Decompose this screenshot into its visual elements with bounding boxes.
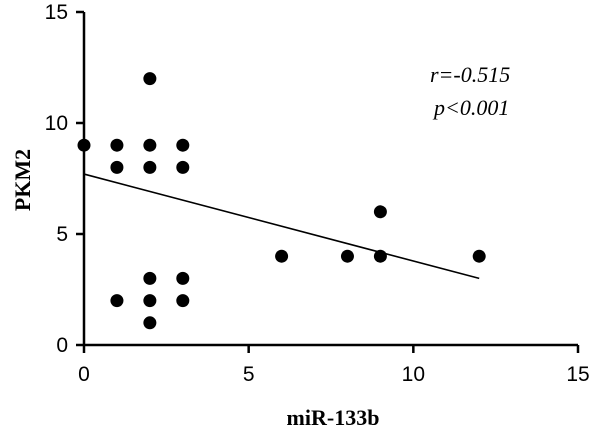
y-axis-title: PKM2 xyxy=(10,149,35,211)
data-point xyxy=(340,249,354,263)
data-point xyxy=(472,249,486,263)
x-tick-label: 5 xyxy=(243,363,255,386)
data-point xyxy=(176,271,190,285)
regression-line xyxy=(83,173,480,280)
regression-line-group xyxy=(83,173,480,280)
data-point xyxy=(143,160,157,174)
data-point xyxy=(176,160,190,174)
y-ticks: 0 5 10 15 xyxy=(45,1,84,357)
data-point xyxy=(143,316,157,330)
y-tick-label: 15 xyxy=(45,1,68,24)
data-point xyxy=(110,160,124,174)
x-axis-title: miR-133b xyxy=(287,405,380,430)
correlation-annotation: r=-0.515 xyxy=(430,62,510,87)
data-point xyxy=(143,271,157,285)
data-point xyxy=(143,294,157,308)
y-tick-label: 5 xyxy=(56,223,68,246)
data-point xyxy=(176,294,190,308)
data-point xyxy=(77,138,91,152)
x-tick-label: 0 xyxy=(78,363,90,386)
x-tick-label: 15 xyxy=(566,363,589,386)
data-point xyxy=(373,205,387,219)
y-tick-label: 0 xyxy=(56,334,68,357)
p-value-annotation: p<0.001 xyxy=(432,95,509,120)
data-point xyxy=(373,249,387,263)
x-ticks: 0 5 10 15 xyxy=(78,345,590,386)
x-tick-label: 10 xyxy=(402,363,425,386)
data-point xyxy=(275,249,289,263)
data-point xyxy=(143,72,157,86)
data-points xyxy=(77,72,486,330)
data-point xyxy=(143,138,157,152)
axes xyxy=(82,12,578,347)
y-tick-label: 10 xyxy=(45,112,68,135)
data-point xyxy=(110,138,124,152)
data-point xyxy=(176,138,190,152)
data-point xyxy=(110,294,124,308)
